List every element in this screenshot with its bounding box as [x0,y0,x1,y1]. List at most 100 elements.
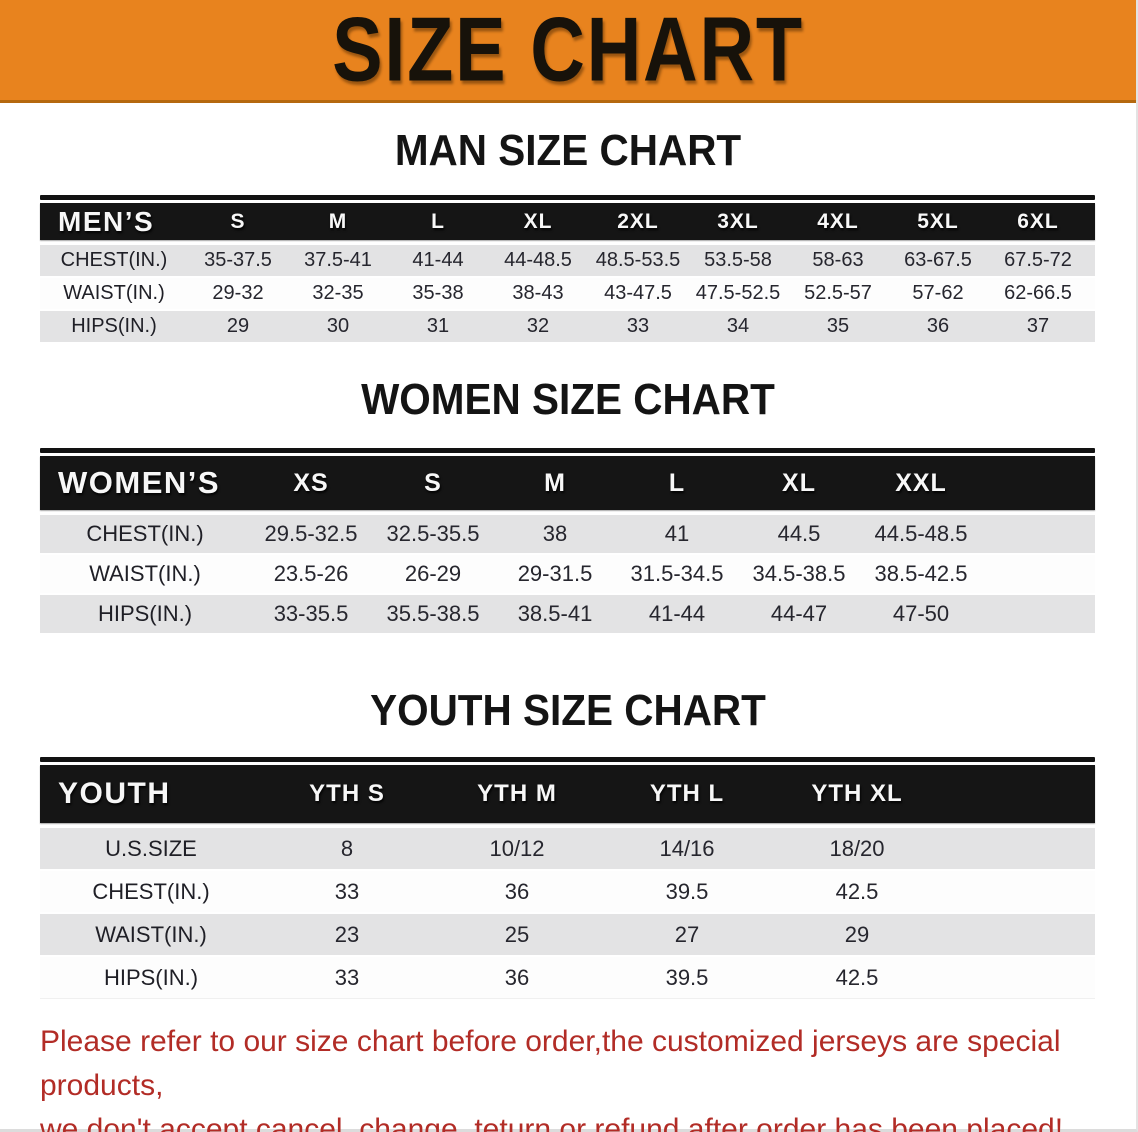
table-cell: 34 [726,315,750,337]
table-cell: 36 [504,964,530,990]
table-cell: 38-43 [512,282,564,304]
table-cell: 14/16 [659,835,715,861]
column-header: S [230,209,246,233]
table-cell: 32-35 [312,282,364,304]
table-cell: 44-47 [770,601,828,626]
table-body: CHEST(IN.) 29.5-32.5 32.5-35.5 38 41 44.5 44.5… [40,513,1095,633]
table-cell: 44-48.5 [504,249,572,271]
table-row: HIPS(IN.) 29 30 31 32 33 34 35 36 37 [40,309,1095,342]
disclaimer-line2: we don't accept cancel, change, teturn o… [40,1113,1064,1132]
table-row: CHEST(IN.) 33 36 39.5 42.5 [40,869,1095,912]
row-label: HIPS(IN.) [97,601,193,626]
row-label: CHEST(IN.) [86,521,204,546]
table-corner-label: MEN’S [58,205,155,237]
size-section: MAN SIZE CHART MEN’S S M L XL 2XL 3XL 4XL 5XL 6XL… [0,125,1136,342]
table-cell: 31.5-34.5 [630,561,724,586]
table-cell: 29-31.5 [517,561,593,586]
row-label: HIPS(IN.) [103,964,199,990]
table-cell: 44.5 [777,521,821,546]
table-row: WAIST(IN.) 29-32 32-35 35-38 38-43 43-47.5 47.… [40,276,1095,309]
table-cell: 42.5 [835,964,879,990]
table-row: HIPS(IN.) 33 36 39.5 42.5 [40,955,1095,998]
column-header: 6XL [1017,209,1059,233]
size-section: WOMEN SIZE CHART WOMEN’S XS S M L XL XXL CHEST… [0,374,1136,633]
table-cell: 41 [664,521,690,546]
table-cell: 52.5-57 [804,282,872,304]
table-header-row: YOUTH YTH S YTH M YTH L YTH XL [40,765,1095,823]
table-cell: 57-62 [912,282,964,304]
table-cell: 33 [626,315,650,337]
table-cell: 39.5 [665,964,709,990]
row-label: U.S.SIZE [105,835,197,861]
row-label: WAIST(IN.) [95,921,207,947]
column-header: M [328,209,348,233]
table-cell: 10/12 [489,835,545,861]
column-header: S [424,468,442,497]
row-label: HIPS(IN.) [71,315,157,337]
table-cell: 30 [326,315,350,337]
table-cell: 25 [504,921,530,947]
column-header: XXL [895,468,947,497]
column-header: YTH XL [811,780,903,807]
size-section: YOUTH SIZE CHART YOUTH YTH S YTH M YTH L YTH… [0,685,1136,998]
table-cell: 33-35.5 [273,601,349,626]
page-title: SIZE CHART [332,0,804,101]
column-header: 3XL [717,209,759,233]
row-label: CHEST(IN.) [60,249,168,271]
table-row: CHEST(IN.) 35-37.5 37.5-41 41-44 44-48.5 48.5… [40,243,1095,276]
table-cell: 39.5 [665,878,709,904]
table-cell: 38.5-41 [517,601,593,626]
table-cell: 34.5-38.5 [752,561,846,586]
column-header: 5XL [917,209,959,233]
column-header: YTH M [477,780,557,807]
table-cell: 38.5-42.5 [874,561,968,586]
table-cell: 43-47.5 [604,282,672,304]
table-cell: 18/20 [829,835,885,861]
table-cell: 42.5 [835,878,879,904]
table-cell: 37 [1026,315,1050,337]
table-cell: 29.5-32.5 [264,521,358,546]
table-top-border [40,195,1095,200]
table-cell: 35 [826,315,850,337]
table-cell: 8 [340,835,354,861]
table-cell: 47.5-52.5 [695,282,781,304]
table-cell: 35-38 [412,282,464,304]
size-table: WOMEN’S XS S M L XL XXL CHEST(IN.) 29.5-32.5 32.… [40,448,1095,633]
banner: SIZE CHART [0,0,1136,103]
column-header: 2XL [617,209,659,233]
table-row: HIPS(IN.) 33-35.5 35.5-38.5 38.5-41 41-44 44-… [40,593,1095,633]
table-row: WAIST(IN.) 23.5-26 26-29 29-31.5 31.5-34.5 34… [40,553,1095,593]
table-cell: 36 [926,315,950,337]
table-cell: 53.5-58 [704,249,772,271]
table-cell: 62-66.5 [1004,282,1072,304]
table-cell: 36 [504,878,530,904]
table-corner-label: YOUTH [58,777,171,810]
table-cell: 32.5-35.5 [386,521,480,546]
table-cell: 23.5-26 [273,561,349,586]
table-top-border [40,757,1095,762]
table-row: CHEST(IN.) 29.5-32.5 32.5-35.5 38 41 44.5 44.5… [40,513,1095,553]
table-cell: 48.5-53.5 [595,249,681,271]
column-header: XL [782,468,816,497]
table-top-border [40,448,1095,453]
section-heading: MAN SIZE CHART [394,126,742,175]
table-cell: 29 [844,921,870,947]
table-cell: 32 [526,315,550,337]
column-header: M [544,468,566,497]
table-header-row: WOMEN’S XS S M L XL XXL [40,456,1095,510]
column-header: 4XL [817,209,859,233]
column-header: XL [523,209,553,233]
table-cell: 58-63 [812,249,864,271]
section-heading: YOUTH SIZE CHART [370,686,766,735]
table-cell: 38 [542,521,568,546]
table-cell: 63-67.5 [904,249,972,271]
table-cell: 26-29 [404,561,462,586]
table-body: U.S.SIZE 8 10/12 14/16 18/20 CHEST(IN.) 33 36 39… [40,826,1095,998]
disclaimer-line1: Please refer to our size chart before or… [40,1025,1061,1102]
row-label: WAIST(IN.) [89,561,201,586]
table-cell: 31 [426,315,450,337]
table-header-row: MEN’S S M L XL 2XL 3XL 4XL 5XL 6XL [40,203,1095,240]
row-label: CHEST(IN.) [92,878,210,904]
table-cell: 41-44 [648,601,706,626]
